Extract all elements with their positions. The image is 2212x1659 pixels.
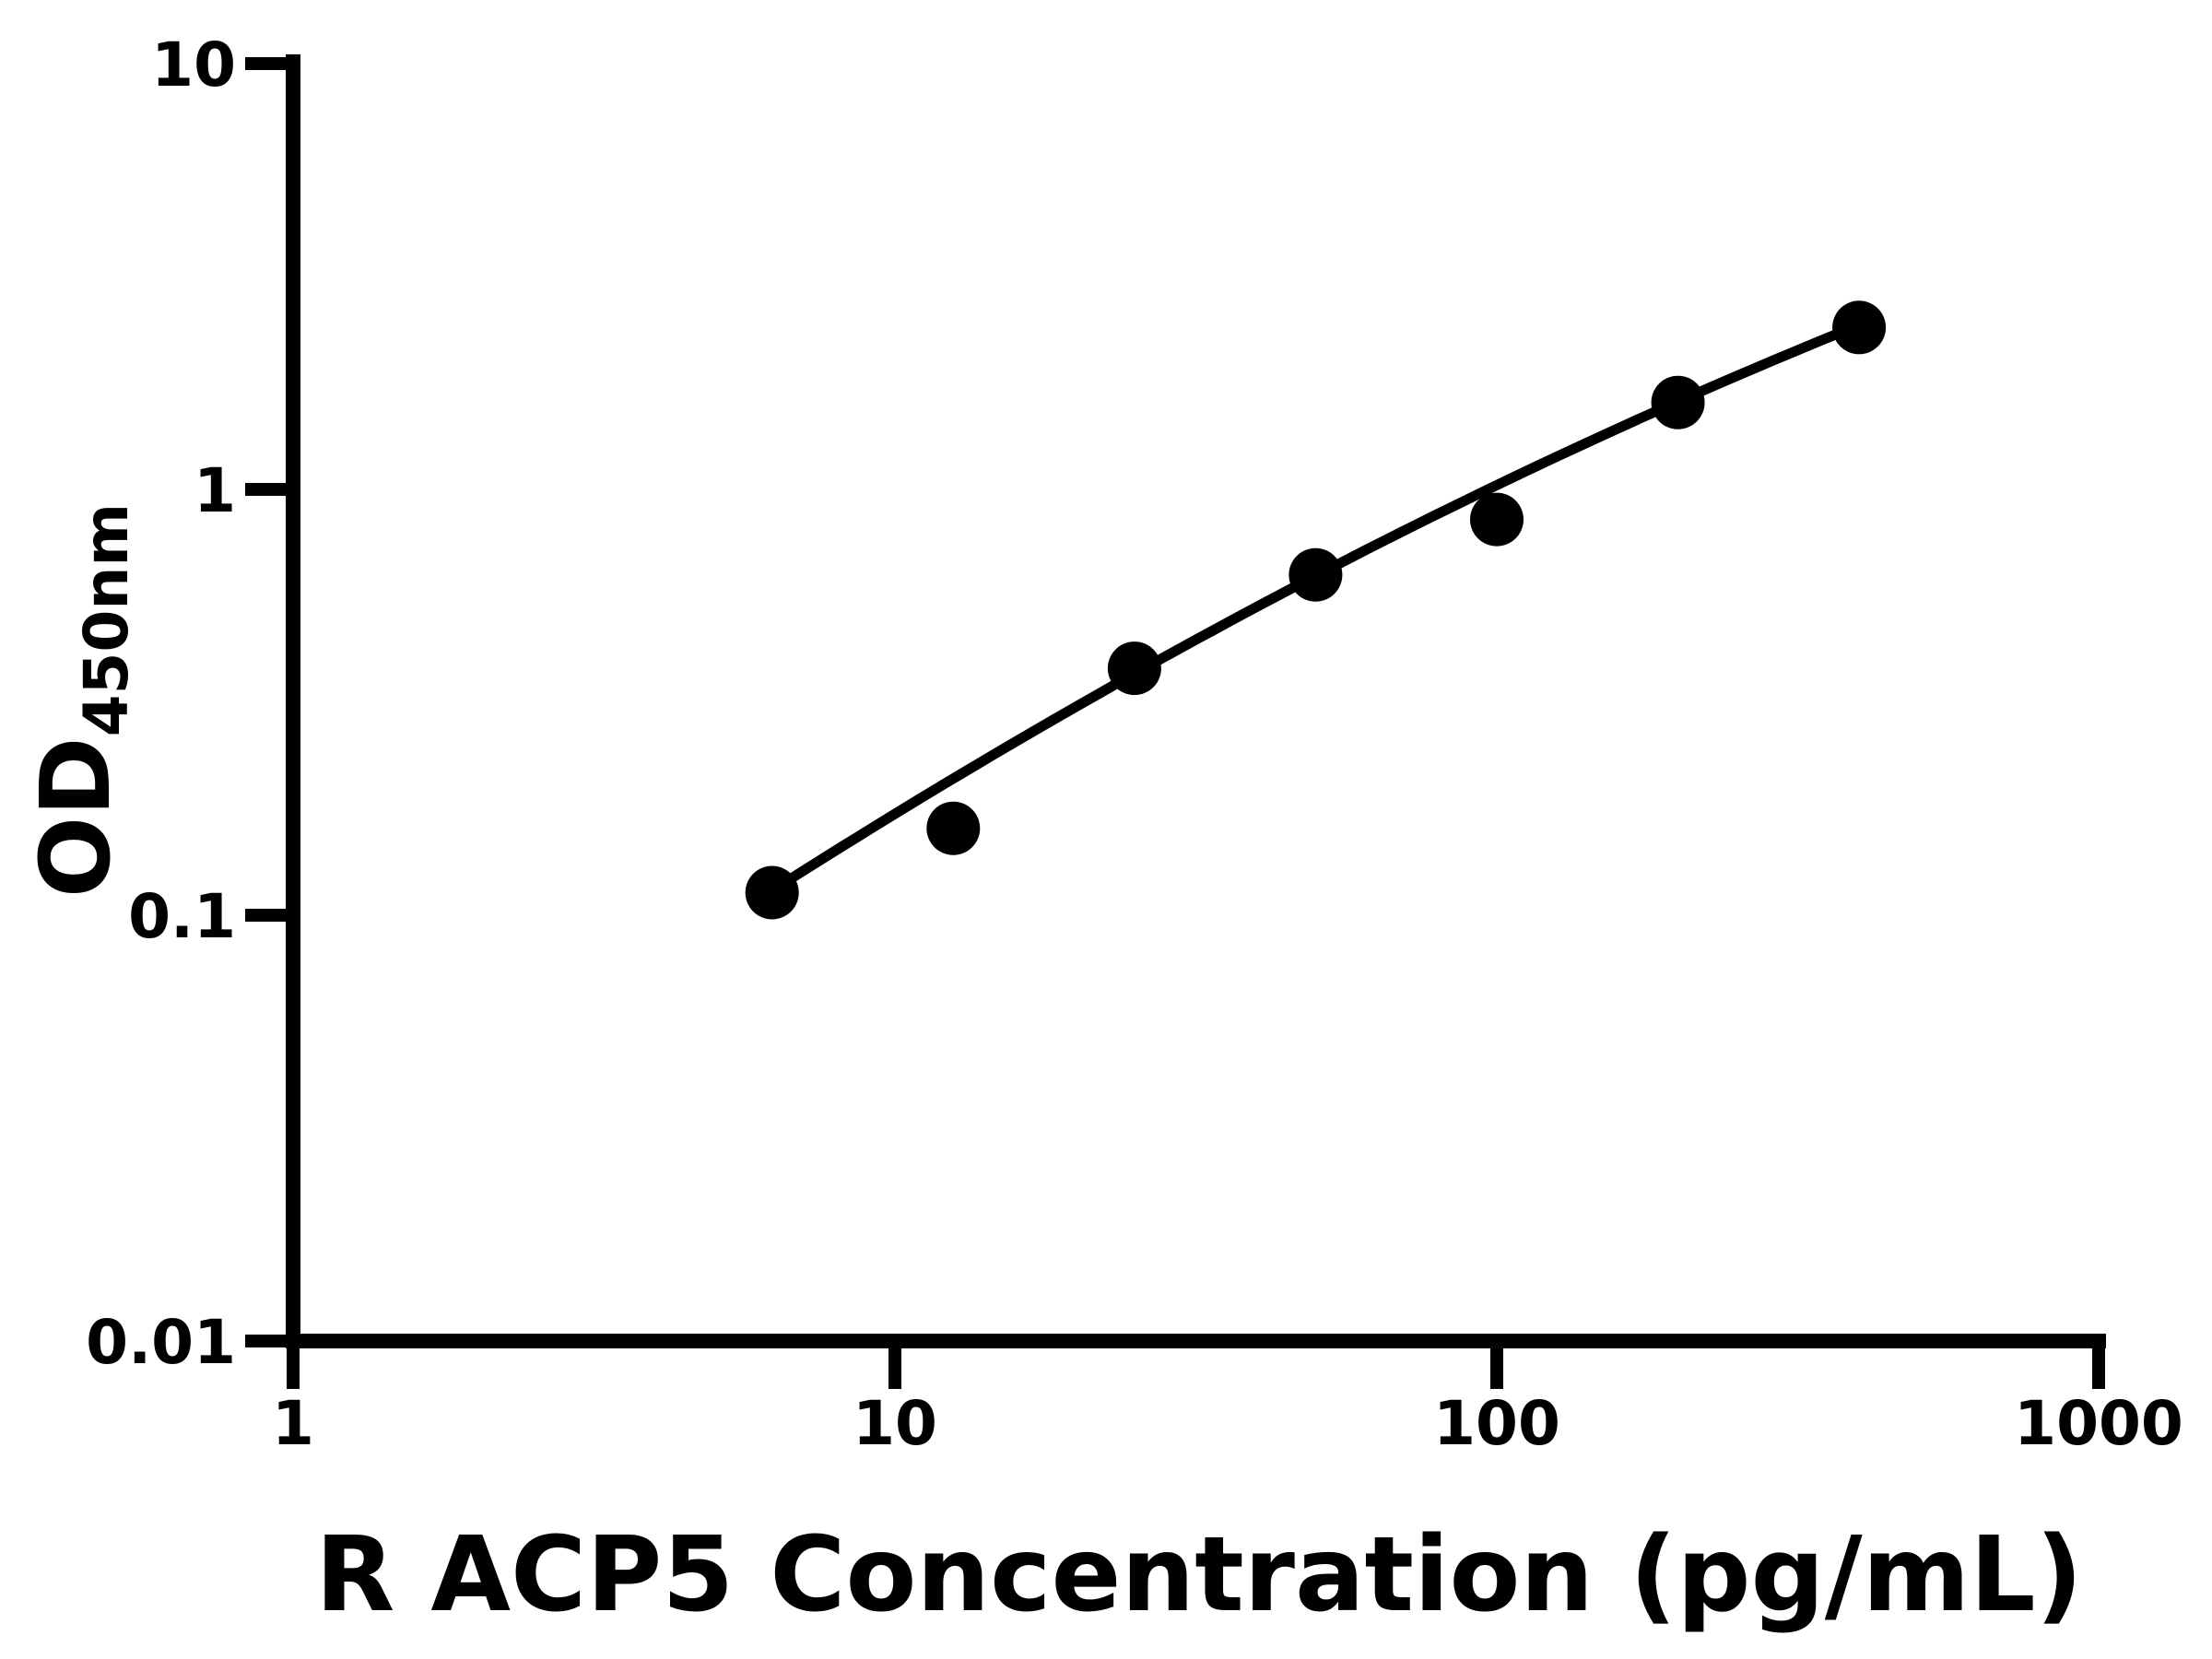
x-tick-label: 1 bbox=[272, 1388, 314, 1459]
y-tick-label: 0.1 bbox=[128, 881, 236, 952]
y-axis-ticks: 10 1 0.1 0.01 bbox=[86, 29, 288, 1378]
y-tick-label: 1 bbox=[194, 455, 236, 526]
x-tick-label: 1000 bbox=[2014, 1388, 2183, 1459]
data-point bbox=[1107, 641, 1161, 696]
data-point bbox=[1832, 300, 1887, 355]
y-axis-title: OD450nm bbox=[19, 503, 142, 898]
data-point bbox=[1470, 492, 1524, 547]
x-tick-label: 10 bbox=[853, 1388, 937, 1459]
y-axis-title-main: OD bbox=[19, 736, 132, 898]
data-point bbox=[926, 801, 981, 855]
data-point bbox=[745, 865, 799, 920]
y-tick-label: 10 bbox=[151, 29, 236, 100]
data-points bbox=[745, 300, 1887, 920]
axes bbox=[286, 54, 2106, 1348]
y-tick-label: 0.01 bbox=[86, 1307, 236, 1378]
data-point bbox=[1288, 547, 1343, 602]
x-axis-title: R ACP5 Concentration (pg/mL) bbox=[315, 1515, 2083, 1635]
x-axis-ticks: 1 10 100 1000 bbox=[272, 1347, 2183, 1459]
x-tick-label: 100 bbox=[1433, 1388, 1560, 1459]
y-axis-title-subscript: 450nm bbox=[71, 503, 142, 737]
data-point bbox=[1651, 375, 1705, 429]
